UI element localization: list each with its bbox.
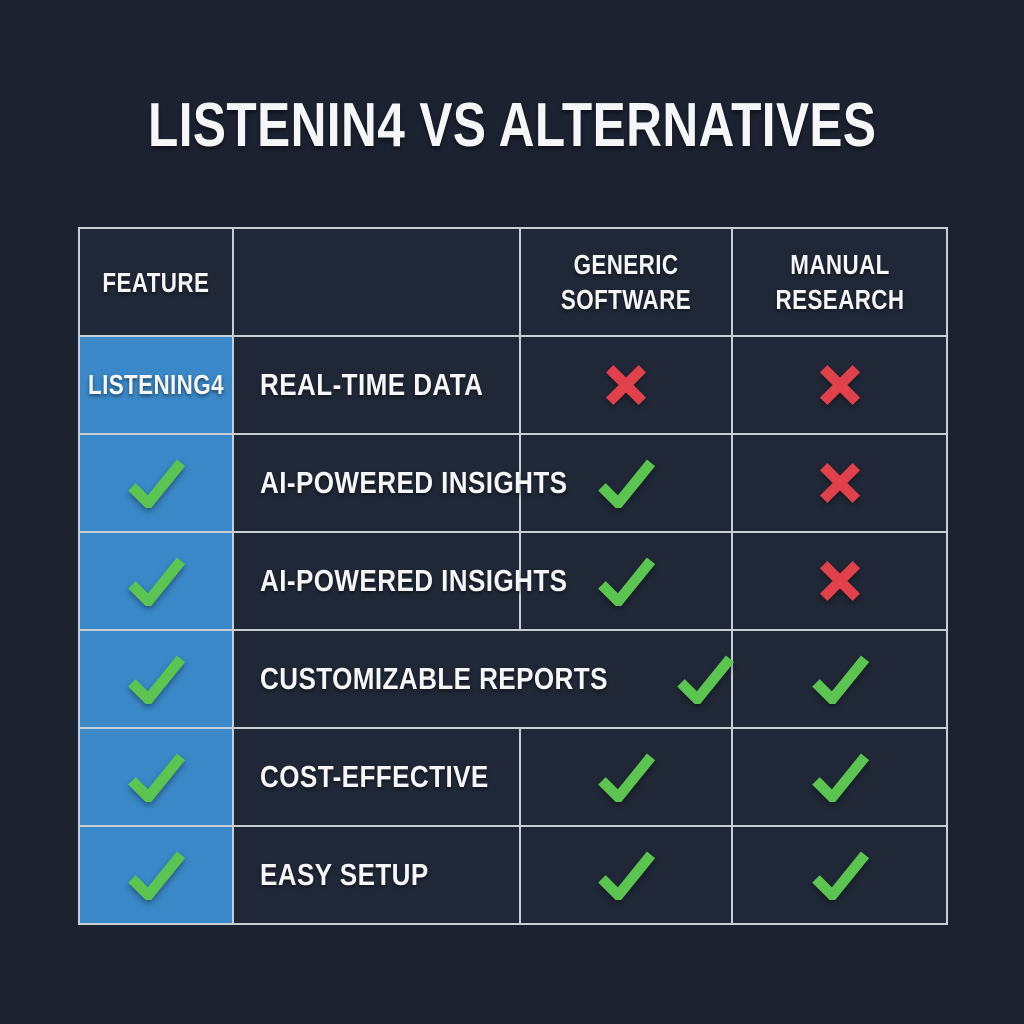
comparison-table: FEATURE GENERIC SOFTWARE MANUAL RESEARCH… <box>78 227 948 925</box>
cross-icon <box>819 462 860 504</box>
check-icon <box>811 851 869 900</box>
feature-cell: COST-EFFECTIVE <box>234 729 519 825</box>
product-mark-cell <box>80 729 232 825</box>
generic-software-mark-cell <box>674 654 736 704</box>
header-manual-research: MANUAL RESEARCH <box>733 229 946 335</box>
feature-cell: AI-POWERED INSIGHTS <box>234 533 567 629</box>
check-icon <box>811 753 869 802</box>
header-product <box>234 229 519 335</box>
page-title-text: LISTENIN4 VS ALTERNATIVES <box>147 91 877 160</box>
feature-label: CUSTOMIZABLE REPORTS <box>260 661 608 696</box>
feature-cell: EASY SETUP <box>234 827 519 923</box>
generic-software-mark-cell <box>521 729 731 825</box>
product-brand-cell: LISTENING4 <box>80 337 232 433</box>
header-generic-software: GENERIC SOFTWARE <box>521 229 731 335</box>
check-icon <box>128 655 186 704</box>
feature-label: EASY SETUP <box>260 857 429 892</box>
manual-research-mark-cell <box>733 533 946 629</box>
generic-software-mark-cell <box>521 827 731 923</box>
product-mark-cell <box>80 533 232 629</box>
check-icon <box>598 557 656 606</box>
generic-software-mark-cell <box>521 337 731 433</box>
brand-label: LISTENING4 <box>88 369 224 400</box>
feature-cell: REAL-TIME DATA <box>234 337 519 433</box>
manual-research-mark-cell <box>733 729 946 825</box>
check-icon <box>598 753 656 802</box>
check-icon <box>128 851 186 900</box>
generic-software-mark-cell <box>521 533 731 629</box>
manual-research-mark-cell <box>733 827 946 923</box>
feature-cell: AI-POWERED INSIGHTS <box>234 435 567 531</box>
check-icon <box>128 557 186 606</box>
page-title: LISTENIN4 VS ALTERNATIVES <box>0 90 1024 161</box>
header-feature-label: FEATURE <box>102 266 210 298</box>
manual-research-mark-cell <box>733 435 946 531</box>
cross-icon <box>605 364 647 406</box>
feature-label: AI-POWERED INSIGHTS <box>260 465 568 500</box>
manual-research-mark-cell <box>733 337 946 433</box>
check-icon <box>128 459 186 508</box>
check-icon <box>128 753 186 802</box>
check-icon <box>598 851 656 900</box>
feature-label: REAL-TIME DATA <box>260 367 484 402</box>
cross-icon <box>819 560 860 602</box>
feature-label: COST-EFFECTIVE <box>260 759 489 794</box>
manual-research-mark-cell <box>733 631 946 727</box>
product-mark-cell <box>80 631 232 727</box>
header-feature: FEATURE <box>80 229 232 335</box>
check-icon <box>811 655 869 704</box>
feature-label: AI-POWERED INSIGHTS <box>260 563 568 598</box>
check-icon <box>598 459 656 508</box>
feature-and-generic-cell: CUSTOMIZABLE REPORTS <box>234 631 735 727</box>
product-mark-cell <box>80 827 232 923</box>
header-generic-software-label: GENERIC SOFTWARE <box>560 249 692 315</box>
cross-icon <box>819 364 860 406</box>
check-icon <box>677 655 735 704</box>
product-mark-cell <box>80 435 232 531</box>
generic-software-mark-cell <box>521 435 731 531</box>
header-manual-research-label: MANUAL RESEARCH <box>775 249 904 315</box>
